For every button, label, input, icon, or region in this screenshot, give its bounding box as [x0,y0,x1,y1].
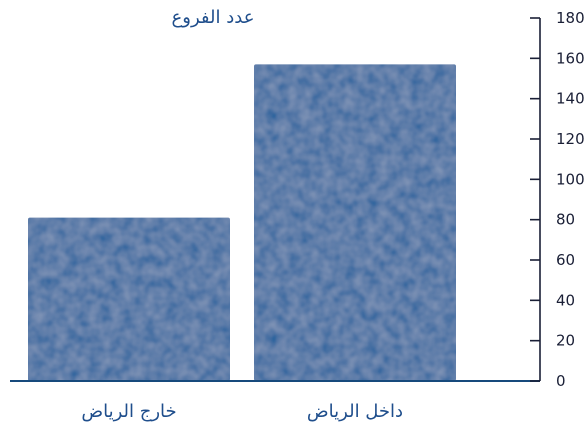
bar-2 [28,217,230,381]
y-tick-label-100: 100 [556,170,585,188]
y-tick-label-120: 120 [556,130,585,148]
category-label-1: داخل الرياض [307,401,403,422]
bar-1 [254,64,456,381]
bars-layer [28,64,456,381]
y-tick-label-80: 80 [556,211,575,229]
y-tick-label-40: 40 [556,291,575,309]
y-tick-label-180: 180 [556,9,585,27]
y-axis-ticks: 0 20 40 60 80 100 120 140 160 180 [530,9,585,390]
y-tick-label-0: 0 [556,372,566,390]
y-tick-label-160: 160 [556,49,585,67]
y-tick-label-20: 20 [556,332,575,350]
y-tick-label-140: 140 [556,90,585,108]
y-axis-title: عدد الفروع [172,7,255,28]
category-labels: داخل الرياض خارج الرياض [81,401,403,422]
y-tick-label-60: 60 [556,251,575,269]
category-label-2: خارج الرياض [81,401,176,422]
